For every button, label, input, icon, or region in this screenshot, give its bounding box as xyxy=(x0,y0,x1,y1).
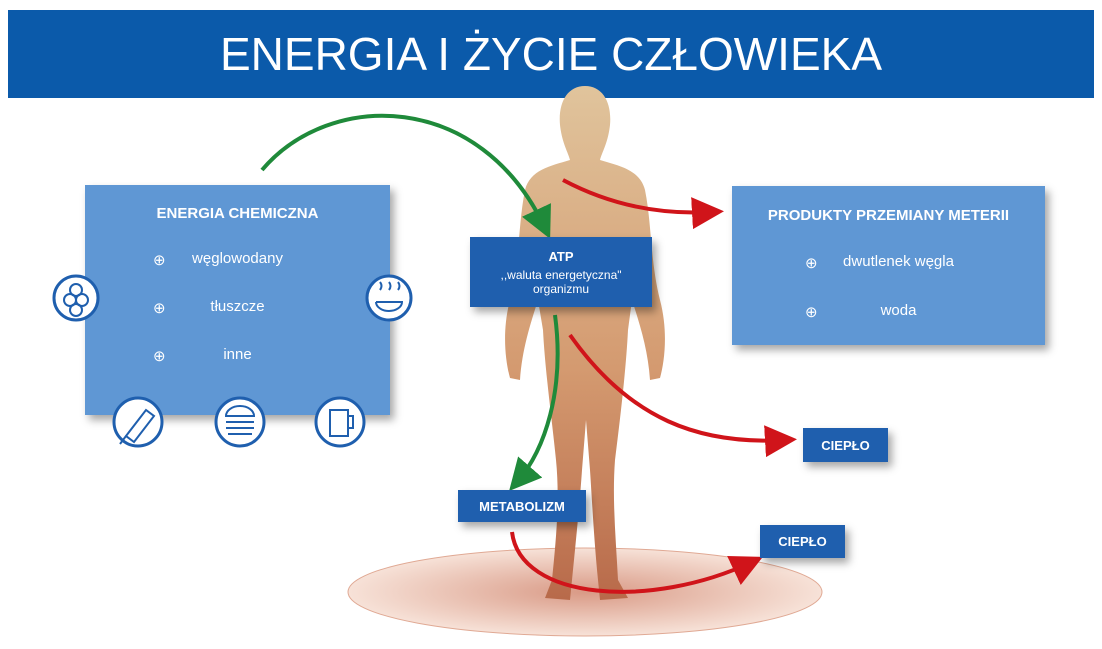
atp-box: ATP ,,waluta energetyczna" organizmu xyxy=(470,237,652,307)
box-title: ENERGIA CHEMICZNA xyxy=(85,205,390,222)
metabolism-label: METABOLIZM xyxy=(458,490,586,522)
atp-title: ATP xyxy=(548,249,573,264)
item: dwutlenek węgla xyxy=(732,253,1045,270)
atp-line: organizmu xyxy=(533,282,589,296)
item: inne xyxy=(85,346,390,363)
item: tłuszcze xyxy=(85,298,390,315)
item: węglowodany xyxy=(85,250,390,267)
page: ENERGIA I ŻYCIE CZŁOWIEKA ENERGIA CHEMIC… xyxy=(0,0,1102,649)
header-title: ENERGIA I ŻYCIE CZŁOWIEKA xyxy=(8,10,1094,98)
products-box: PRODUKTY PRZEMIANY METERII ⊕ dwutlenek w… xyxy=(732,186,1045,345)
item: woda xyxy=(732,302,1045,319)
heat-label: CIEPŁO xyxy=(760,525,845,558)
atp-line: ,,waluta energetyczna" xyxy=(501,268,622,282)
heat-label: CIEPŁO xyxy=(803,428,888,462)
chemical-energy-box: ENERGIA CHEMICZNA ⊕ węglowodany ⊕ tłuszc… xyxy=(85,185,390,415)
human-figure xyxy=(505,86,665,600)
box-title: PRODUKTY PRZEMIANY METERII xyxy=(732,207,1045,224)
